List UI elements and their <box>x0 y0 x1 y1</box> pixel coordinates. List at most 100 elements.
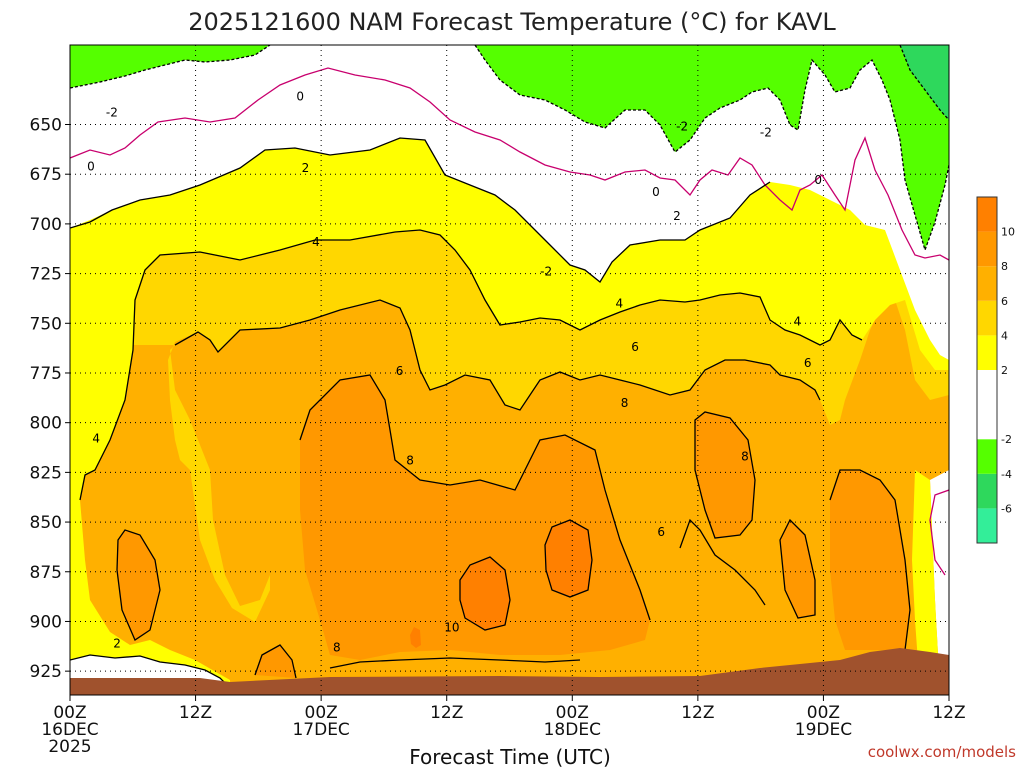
y-tick-label: 800 <box>30 414 62 434</box>
contour-label: 8 <box>406 453 414 467</box>
field-0-2 <box>70 45 949 360</box>
contour-8 <box>299 374 651 621</box>
contour-10b <box>544 519 593 598</box>
contour-label: -2 <box>760 125 772 139</box>
colorbar-swatch <box>977 404 997 440</box>
colorbar-swatch <box>977 508 997 543</box>
contour-8c <box>829 469 911 651</box>
y-tick-label: 825 <box>30 463 62 483</box>
plot-frame <box>69 44 950 696</box>
field-right-cooler <box>930 470 949 690</box>
contour-label: 2 <box>113 636 121 650</box>
colorbar-swatch <box>977 300 997 336</box>
x-tick-label: 00Z <box>305 703 338 723</box>
contour-label: -2 <box>676 119 688 133</box>
contour-label: 2 <box>673 209 681 223</box>
x-tick-label: 12Z <box>430 703 463 723</box>
colorbar-swatch <box>977 197 997 232</box>
colorbar-swatch <box>977 231 997 267</box>
colorbar-label: -6 <box>1001 502 1012 515</box>
contour-label: 0 <box>87 159 95 173</box>
x-tick-label: 16DEC <box>41 720 98 740</box>
contour-8b <box>694 411 756 539</box>
contour-label: 4 <box>312 235 320 249</box>
contour-label: 8 <box>741 449 749 463</box>
contour-label: -2 <box>540 265 552 279</box>
y-tick-label: 875 <box>30 563 62 583</box>
contour-label: 10 <box>444 620 459 634</box>
x-tick-label: 00Z <box>53 703 86 723</box>
contour-label: 0 <box>296 90 304 104</box>
colorbar: 10 8 6 4 2 -2 -4 -6 <box>976 196 1015 544</box>
ground <box>70 648 949 695</box>
colorbar-swatch <box>977 473 997 509</box>
y-tick-label: 675 <box>30 165 62 185</box>
contour-10a <box>459 556 511 631</box>
contour-8e <box>779 518 816 619</box>
field-10-12-b <box>545 520 592 597</box>
y-tick-label: 775 <box>30 364 62 384</box>
field-10-12-a <box>460 557 510 630</box>
x-tick-label: 00Z <box>556 703 589 723</box>
colorbar-swatch <box>977 335 997 370</box>
x-tick-label: 19DEC <box>795 720 852 740</box>
contour-label: 6 <box>657 525 665 539</box>
contour-label: 0 <box>814 173 822 187</box>
contour-6 <box>174 299 821 411</box>
contour-2-surface <box>70 654 233 691</box>
contour-8f <box>254 644 297 679</box>
colorbar-label: 4 <box>1001 329 1008 342</box>
contour-label: 0 <box>652 185 660 199</box>
contour-label: 4 <box>793 314 801 328</box>
colorbar-label: 10 <box>1001 226 1015 239</box>
contour-label: 4 <box>92 432 100 446</box>
colorbar-label: -2 <box>1001 433 1012 446</box>
field-8-10-e <box>780 520 815 618</box>
y-tick-label: 725 <box>30 265 62 285</box>
x-tick-label: 12Z <box>681 703 714 723</box>
y-tick-label: 900 <box>30 612 62 632</box>
y-tick-label: 850 <box>30 513 62 533</box>
contour-label: 6 <box>804 356 812 370</box>
x-tick-label: 12Z <box>179 703 212 723</box>
credit-link[interactable]: coolwx.com/models <box>868 743 1016 761</box>
field-8-10-d <box>117 530 160 640</box>
field-8-10-c <box>830 470 910 650</box>
contour-label: 2 <box>302 161 310 175</box>
x-tick-label: 2025 <box>48 737 91 757</box>
y-tick-label: 650 <box>30 116 62 136</box>
chart-title: 2025121600 NAM Forecast Temperature (°C)… <box>188 8 836 36</box>
y-tick-label: 750 <box>30 314 62 334</box>
field-right-yellow <box>912 470 940 690</box>
contour-label: 4 <box>616 296 624 310</box>
contour-minus2 <box>70 45 271 89</box>
contour-freezing-low <box>929 489 949 576</box>
contour-minus4 <box>899 45 949 121</box>
contour-label: 6 <box>631 340 639 354</box>
colorbar-label: 8 <box>1001 260 1008 273</box>
colorbar-label: 2 <box>1001 364 1008 377</box>
contour-label: -2 <box>106 106 118 120</box>
contour-8d <box>116 529 161 641</box>
grid <box>70 45 949 695</box>
x-axis-label: Forecast Time (UTC) <box>409 745 611 768</box>
field-8-10-b <box>695 412 755 538</box>
y-tick-label: 925 <box>30 662 62 682</box>
contour-minus2-right <box>474 45 949 253</box>
x-tick-label: 00Z <box>807 703 840 723</box>
x-tick-label: 12Z <box>932 703 965 723</box>
field-10-12-c <box>410 627 421 648</box>
contour-freezing <box>70 67 949 261</box>
field-minus4 <box>900 45 949 120</box>
colorbar-frame <box>976 196 998 544</box>
y-tick-label: 700 <box>30 215 62 235</box>
colorbar-swatch <box>977 370 997 405</box>
colorbar-swatch <box>977 266 997 301</box>
colorbar-swatch <box>977 439 997 474</box>
colorbar-label: -4 <box>1001 468 1012 481</box>
contour-8-surface <box>329 657 581 669</box>
